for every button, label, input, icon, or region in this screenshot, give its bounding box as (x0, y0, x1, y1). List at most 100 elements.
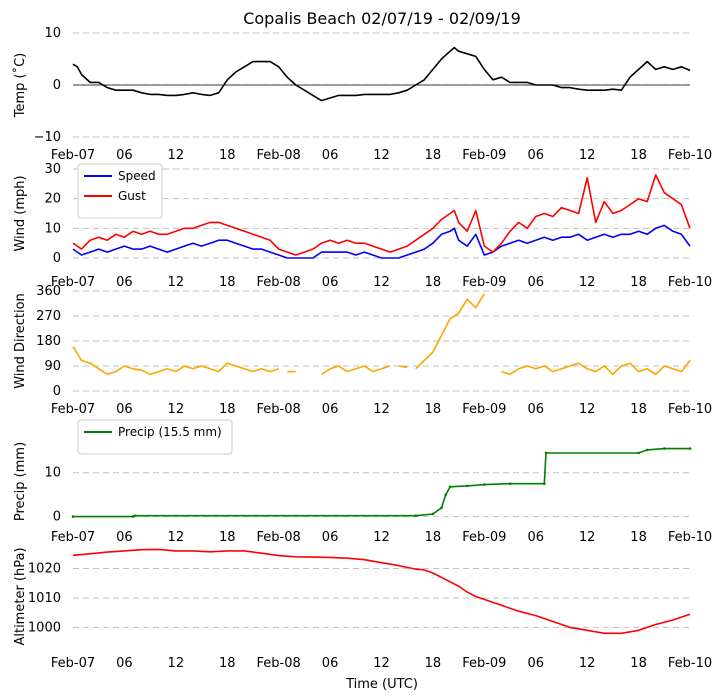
y-tick-label: 1020 (28, 562, 61, 577)
x-tick-label: Feb-09 (462, 656, 506, 671)
legend-box (77, 163, 163, 219)
x-tick-label: 18 (219, 275, 236, 290)
x-tick-label: 06 (322, 530, 339, 545)
y-axis-label: Wind (mph) (13, 175, 28, 251)
precip-point (645, 448, 649, 452)
legend-box (77, 419, 233, 455)
y-tick-label: 30 (44, 162, 61, 177)
x-tick-label: Feb-09 (462, 402, 506, 417)
x-tick-label: Feb-07 (51, 656, 95, 671)
y-tick-label: 360 (36, 284, 61, 299)
precip-point (483, 483, 486, 486)
precip-point (465, 484, 469, 488)
panel-2: 360 270 180 90 0 Wind Direction Feb-07 06 12 18 Fe… (13, 284, 712, 417)
x-tick-label: 18 (425, 530, 442, 545)
series-line-temp (72, 46, 691, 102)
x-tick-label: Feb-08 (257, 148, 301, 163)
x-tick-label: 18 (425, 148, 442, 163)
precip-point (414, 514, 418, 518)
y-tick-label: 10 (44, 466, 61, 481)
x-tick-label: 06 (322, 402, 339, 417)
x-tick-label: 12 (168, 402, 185, 417)
x-tick-label: 06 (116, 275, 133, 290)
x-tick-label: 18 (630, 402, 647, 417)
series-line-direction-seg2 (321, 365, 391, 375)
x-axis-label: Time (UTC) (345, 677, 418, 692)
y-tick-label: 0 (53, 78, 61, 93)
x-tick-label: 18 (425, 275, 442, 290)
x-tick-label: 12 (373, 148, 390, 163)
x-tick-label: 18 (425, 656, 442, 671)
x-tick-label: 12 (579, 656, 596, 671)
series-line-speed (72, 224, 691, 259)
y-tick-label: 270 (36, 309, 61, 324)
x-tick-label: Feb-09 (462, 275, 506, 290)
x-tick-label: 18 (630, 530, 647, 545)
x-tick-label: Feb-07 (51, 530, 95, 545)
y-tick-label: 10 (44, 221, 61, 236)
x-tick-label: 06 (527, 656, 544, 671)
x-tick-label: 12 (168, 275, 185, 290)
x-tick-label: Feb-07 (51, 402, 95, 417)
x-tick-label: Feb-10 (668, 656, 712, 671)
y-tick-label: 10 (44, 26, 61, 41)
precip-point (508, 482, 512, 485)
precip-point (444, 493, 448, 496)
x-tick-label: 18 (219, 530, 236, 545)
series-line-altimeter (72, 548, 691, 635)
y-tick-label: −10 (34, 130, 61, 145)
x-tick-label: 18 (425, 402, 442, 417)
legend-label: Precip (15.5 mm) (118, 425, 222, 439)
x-tick-label: 18 (219, 402, 236, 417)
precip-point (133, 514, 136, 518)
y-axis-label: Temp (˚C) (12, 53, 28, 119)
precip-point (688, 447, 692, 450)
y-axis-label: Precip (mm) (13, 442, 28, 521)
x-tick-label: Feb-10 (668, 402, 712, 417)
x-tick-label: 12 (373, 656, 390, 671)
precip-point (440, 506, 443, 510)
x-tick-label: 06 (322, 148, 339, 163)
series-line-direction-seg3 (398, 365, 408, 369)
legend-label: Gust (118, 189, 146, 203)
x-tick-label: 12 (373, 275, 390, 290)
precip-point (448, 485, 452, 489)
x-tick-label: Feb-10 (668, 530, 712, 545)
chart-title: Copalis Beach 02/07/19 - 02/09/19 (243, 9, 521, 28)
x-tick-label: Feb-07 (51, 275, 95, 290)
x-tick-label: 06 (527, 402, 544, 417)
x-tick-label: 06 (527, 530, 544, 545)
y-tick-label: 90 (44, 359, 61, 374)
panels-group: 10 0 −10 Temp (˚C) Feb-07 06 12 18 Feb-08 06 12 18 F… (12, 26, 712, 671)
x-tick-label: 06 (322, 656, 339, 671)
x-tick-label: Feb-10 (668, 148, 712, 163)
x-tick-label: 18 (630, 148, 647, 163)
y-axis-label: Altimeter (hPa) (13, 547, 28, 645)
series-line-direction-seg0 (72, 346, 279, 376)
y-tick-label: 0 (53, 384, 61, 399)
panel-0: 10 0 −10 Temp (˚C) Feb-07 06 12 18 Feb-08 06 12 18 F… (12, 26, 712, 163)
series-line-gust (72, 174, 691, 256)
x-tick-label: Feb-07 (51, 148, 95, 163)
y-tick-label: 1010 (28, 591, 61, 606)
precip-point (543, 482, 546, 485)
x-tick-label: Feb-09 (462, 530, 506, 545)
x-tick-label: 12 (579, 275, 596, 290)
x-tick-label: 06 (116, 530, 133, 545)
y-tick-label: 180 (36, 334, 61, 349)
x-tick-label: 18 (219, 656, 236, 671)
precip-point (662, 447, 666, 450)
x-tick-label: Feb-10 (668, 275, 712, 290)
y-tick-label: 20 (44, 192, 61, 207)
x-tick-label: 18 (630, 656, 647, 671)
x-tick-label: 12 (168, 656, 185, 671)
y-axis-label: Wind Direction (13, 293, 28, 389)
x-tick-label: 18 (630, 275, 647, 290)
x-tick-label: 12 (579, 530, 596, 545)
x-tick-label: 12 (579, 402, 596, 417)
x-tick-label: 12 (168, 148, 185, 163)
series-line-precip-15-5-mm- (73, 447, 690, 518)
series-line-direction-seg5 (501, 359, 691, 376)
